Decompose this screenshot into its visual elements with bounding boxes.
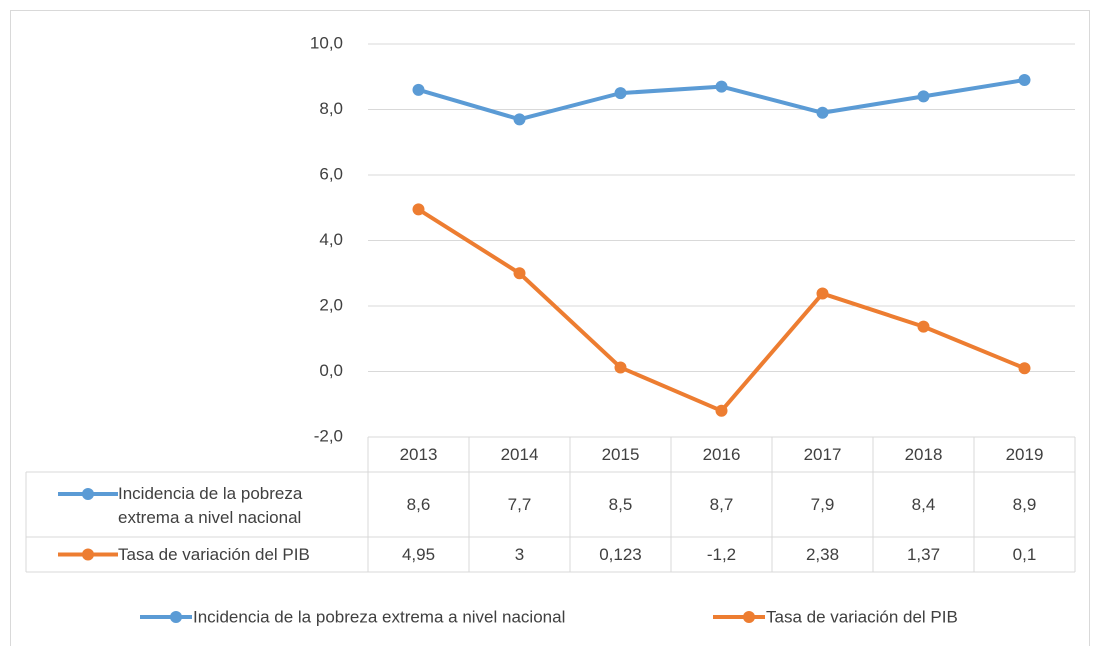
- y-tick-label: 0,0: [319, 361, 343, 380]
- series-name: Tasa de variación del PIB: [118, 544, 310, 564]
- table-value: 0,1: [1013, 545, 1037, 564]
- legend-marker: [82, 488, 94, 500]
- series-line: [417, 207, 1026, 413]
- data-point: [1018, 74, 1031, 87]
- data-point: [412, 203, 425, 216]
- table-series-name: Tasa de variación del PIB: [118, 544, 310, 564]
- table-value: 3: [515, 545, 524, 564]
- x-tick-label: 2015: [602, 445, 640, 464]
- y-tick-label: 2,0: [319, 295, 343, 314]
- data-point: [1018, 362, 1031, 375]
- table-value: 8,6: [407, 495, 431, 514]
- data-point: [412, 83, 425, 96]
- legend-marker: [82, 548, 94, 561]
- y-tick-label: 6,0: [319, 164, 343, 183]
- x-tick-label: 2017: [804, 445, 842, 464]
- table-series-name: Incidencia de la pobreza extrema a nivel…: [118, 484, 303, 527]
- y-tick-label: 4,0: [319, 230, 343, 249]
- legend-marker: [170, 611, 182, 623]
- x-tick-label: 2019: [1006, 445, 1044, 464]
- table-value: -1,2: [707, 545, 736, 564]
- table-value: 8,5: [609, 495, 633, 514]
- data-point: [614, 361, 627, 374]
- data-point: [816, 287, 829, 300]
- table-value: 4,95: [402, 545, 435, 564]
- data-point: [614, 87, 627, 100]
- y-tick-label: 8,0: [319, 99, 343, 118]
- x-tick-label: 2018: [905, 445, 943, 464]
- table-value: 7,9: [811, 495, 835, 514]
- table-value: 8,9: [1013, 495, 1037, 514]
- legend-marker: [743, 611, 755, 623]
- x-tick-label: 2013: [400, 445, 438, 464]
- legend-label: Incidencia de la pobreza extrema a nivel…: [193, 607, 565, 626]
- table-value: 2,38: [806, 545, 839, 564]
- series-name: Incidencia de la pobreza extrema a nivel…: [118, 484, 303, 527]
- table-value: 0,123: [599, 545, 642, 564]
- data-point: [715, 404, 728, 417]
- table-value: 8,7: [710, 495, 734, 514]
- y-tick-label: -2,0: [314, 426, 343, 445]
- y-tick-label: 10,0: [310, 33, 343, 52]
- x-tick-label: 2014: [501, 445, 539, 464]
- legend-label: Tasa de variación del PIB: [766, 607, 958, 626]
- data-point: [816, 106, 829, 119]
- data-point: [513, 267, 526, 280]
- table-value: 1,37: [907, 545, 940, 564]
- data-point: [917, 90, 930, 103]
- table-value: 7,7: [508, 495, 532, 514]
- x-tick-label: 2016: [703, 445, 741, 464]
- data-point: [917, 320, 930, 333]
- data-point: [513, 113, 526, 126]
- data-point: [715, 80, 728, 93]
- table-value: 8,4: [912, 495, 936, 514]
